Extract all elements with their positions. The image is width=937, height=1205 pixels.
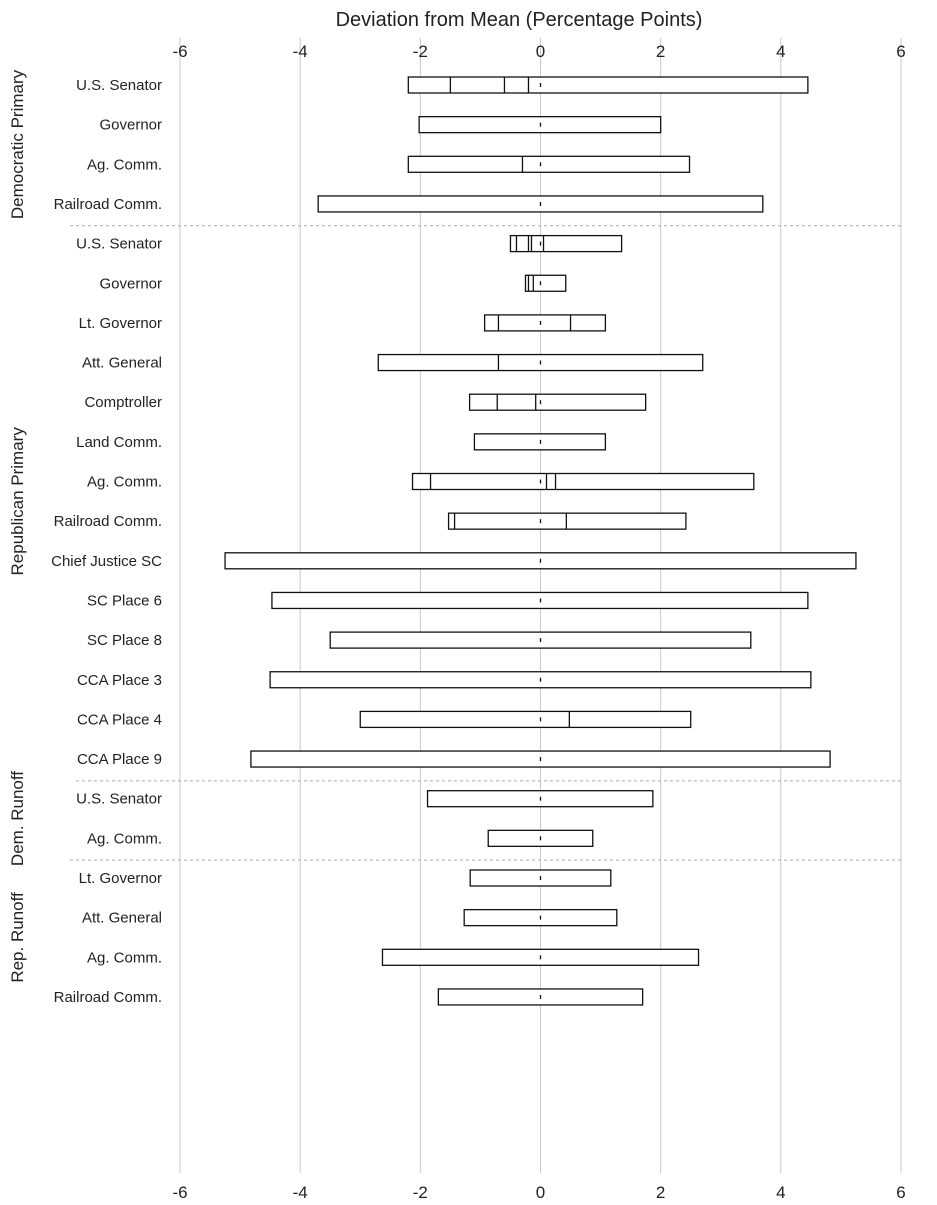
bottom-tick-label: -4 bbox=[293, 1183, 308, 1202]
range-bar bbox=[317, 195, 764, 213]
range-bar bbox=[487, 829, 594, 847]
row-label: CCA Place 9 bbox=[77, 751, 162, 768]
bar-range bbox=[483, 314, 607, 332]
bar-range bbox=[407, 76, 809, 94]
row-label: CCA Place 3 bbox=[77, 672, 162, 689]
top-tick-label: 2 bbox=[656, 42, 665, 61]
bar-range bbox=[411, 472, 755, 491]
range-bar bbox=[447, 512, 687, 530]
chart-title: Deviation from Mean (Percentage Points) bbox=[336, 9, 703, 31]
group-labels: Democratic Primary Republican Primary Dem.… bbox=[8, 69, 27, 982]
row-label: Ag. Comm. bbox=[87, 156, 162, 173]
range-bar bbox=[269, 671, 812, 689]
top-tick-label: -6 bbox=[172, 42, 187, 61]
group-label: Rep. Runoff bbox=[8, 892, 27, 983]
range-bar bbox=[437, 988, 644, 1006]
range-bar bbox=[468, 393, 647, 411]
row-label: Lt. Governor bbox=[79, 870, 162, 887]
range-bars bbox=[224, 76, 857, 1006]
bottom-tick-label: -2 bbox=[413, 1183, 428, 1202]
row-labels: U.S. Senator Governor Ag. Comm. Railroad Co… bbox=[51, 77, 162, 1006]
range-bar bbox=[426, 790, 654, 808]
row-label: Land Comm. bbox=[76, 434, 162, 451]
top-tick-label: 0 bbox=[536, 42, 545, 61]
range-bar bbox=[377, 353, 704, 372]
bottom-axis-ticks: -6 -4 -2 0 2 4 6 bbox=[172, 1183, 905, 1202]
range-bar bbox=[407, 76, 809, 94]
top-tick-label: -2 bbox=[413, 42, 428, 61]
top-tick-label: 6 bbox=[896, 42, 905, 61]
range-bar bbox=[524, 274, 567, 292]
range-bar bbox=[469, 869, 612, 887]
top-tick-label: 4 bbox=[776, 42, 785, 61]
range-bar bbox=[473, 433, 607, 451]
bar-range bbox=[359, 710, 692, 729]
row-label: Railroad Comm. bbox=[54, 513, 162, 530]
range-bar bbox=[463, 909, 618, 927]
bar-range bbox=[524, 274, 567, 292]
group-label: Dem. Runoff bbox=[8, 771, 27, 866]
bar-range bbox=[407, 155, 691, 173]
bottom-tick-label: 6 bbox=[896, 1183, 905, 1202]
row-label: SC Place 6 bbox=[87, 592, 162, 609]
row-label: Att. General bbox=[82, 355, 162, 372]
range-bar bbox=[483, 314, 607, 332]
row-label: Comptroller bbox=[84, 394, 162, 411]
row-label: Governor bbox=[99, 117, 162, 134]
row-label: Governor bbox=[99, 275, 162, 292]
group-label: Democratic Primary bbox=[8, 69, 27, 219]
range-bar bbox=[250, 750, 831, 768]
group-separators bbox=[70, 225, 904, 861]
range-bar bbox=[224, 552, 857, 570]
row-label: Ag. Comm. bbox=[87, 474, 162, 491]
row-label: Railroad Comm. bbox=[54, 196, 162, 213]
row-label: Ag. Comm. bbox=[87, 830, 162, 847]
range-bar bbox=[509, 234, 623, 253]
row-label: U.S. Senator bbox=[76, 791, 162, 808]
range-bar bbox=[381, 948, 700, 966]
bottom-tick-label: 2 bbox=[656, 1183, 665, 1202]
bar-range bbox=[468, 393, 647, 411]
row-label: SC Place 8 bbox=[87, 632, 162, 649]
range-bar bbox=[271, 591, 809, 610]
row-label: Railroad Comm. bbox=[54, 989, 162, 1006]
bar-range bbox=[447, 512, 687, 530]
row-label: Lt. Governor bbox=[79, 315, 162, 332]
range-bar bbox=[329, 631, 752, 649]
bottom-tick-label: 4 bbox=[776, 1183, 785, 1202]
range-bar bbox=[418, 116, 662, 134]
range-bar bbox=[411, 472, 755, 491]
row-label: Chief Justice SC bbox=[51, 553, 162, 570]
row-label: U.S. Senator bbox=[76, 77, 162, 94]
row-label: U.S. Senator bbox=[76, 236, 162, 253]
bottom-tick-label: -6 bbox=[172, 1183, 187, 1202]
row-label: CCA Place 4 bbox=[77, 711, 162, 728]
bottom-tick-label: 0 bbox=[536, 1183, 545, 1202]
row-label: Att. General bbox=[82, 910, 162, 927]
bar-range bbox=[509, 234, 623, 253]
range-bar bbox=[359, 710, 692, 729]
top-axis-ticks: -6 -4 -2 0 2 4 6 bbox=[172, 42, 905, 61]
group-label: Republican Primary bbox=[8, 427, 27, 576]
range-bar bbox=[407, 155, 691, 173]
row-label: Ag. Comm. bbox=[87, 949, 162, 966]
top-tick-label: -4 bbox=[293, 42, 308, 61]
